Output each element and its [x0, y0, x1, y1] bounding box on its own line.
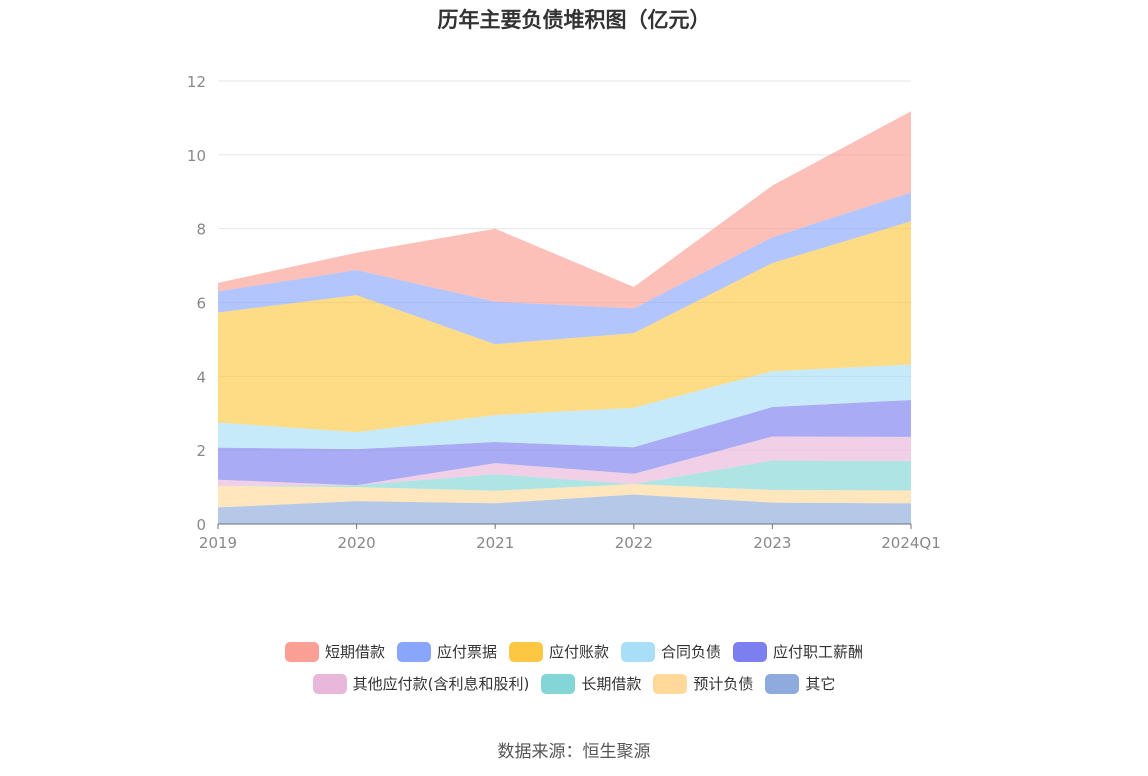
legend-swatch [312, 673, 347, 694]
legend-label: 应付职工薪酬 [773, 643, 864, 661]
area-series-4[interactable] [218, 436, 911, 487]
legend-label: 应付票据 [436, 643, 497, 661]
legend-swatch [284, 641, 319, 662]
area-series-9[interactable] [218, 111, 911, 309]
legend-item[interactable]: 其他应付款(含利息和股利) [312, 673, 530, 694]
legend-label: 长期借款 [581, 675, 642, 693]
legend-label: 合同负债 [661, 643, 722, 661]
y-tick-label: 2 [196, 442, 206, 460]
y-tick-label: 10 [187, 147, 206, 165]
x-tick-label: 2022 [615, 534, 653, 552]
legend-swatch [396, 641, 431, 662]
legend-item[interactable]: 应付票据 [396, 641, 497, 662]
area-series-8[interactable] [218, 192, 911, 345]
y-tick-label: 12 [187, 73, 206, 91]
legend-row-1: 短期借款 应付票据 应付账款 合同负债 应付职工薪酬 [0, 641, 1148, 662]
x-tick-label: 2020 [338, 534, 376, 552]
legend-item[interactable]: 合同负债 [621, 641, 721, 662]
legend-label: 其它 [805, 675, 836, 693]
area-series-7[interactable] [218, 221, 911, 433]
legend-label: 短期借款 [324, 643, 385, 661]
area-series-3[interactable] [218, 460, 911, 491]
legend-label: 预计负债 [693, 675, 754, 693]
legend-label: 应付账款 [548, 643, 609, 661]
y-tick-label: 4 [196, 368, 206, 386]
x-tick-label: 2024Q1 [881, 534, 941, 552]
y-tick-label: 8 [196, 221, 206, 239]
legend-item[interactable]: 长期借款 [541, 673, 641, 694]
axes: 0 2 4 6 8 10 12 2019 2020 2021 2022 2023 2024Q1 [187, 73, 941, 552]
legend-swatch [621, 641, 655, 662]
source-note: 数据来源：恒生聚源 [497, 742, 651, 762]
legend-swatch [765, 673, 800, 694]
area-series-2[interactable] [218, 484, 911, 508]
area-series [218, 111, 911, 524]
area-series-1[interactable] [218, 494, 911, 525]
legend-item[interactable]: 应付职工薪酬 [733, 641, 863, 662]
legend-item[interactable]: 预计负债 [653, 673, 753, 694]
y-tick-label: 0 [196, 516, 206, 534]
y-tick-label: 6 [196, 295, 206, 313]
legend-swatch [653, 673, 688, 694]
chart-title: 历年主要负债堆积图（亿元） [437, 8, 711, 32]
legend-swatch [541, 673, 576, 694]
legend-swatch [508, 641, 543, 662]
area-series-5[interactable] [218, 400, 911, 486]
legend-item[interactable]: 其它 [765, 673, 835, 694]
legend-swatch [733, 641, 768, 662]
x-tick-label: 2023 [753, 534, 791, 552]
legend-label: 其他应付款(含利息和股利) [352, 675, 530, 693]
legend-row-2: 其他应付款(含利息和股利) 长期借款 预计负债 其它 [0, 673, 1148, 694]
x-tick-label: 2021 [476, 534, 514, 552]
x-tick-label: 2019 [199, 534, 237, 552]
legend-item[interactable]: 应付账款 [508, 641, 609, 662]
legend-item[interactable]: 短期借款 [284, 641, 385, 662]
area-series-6[interactable] [218, 364, 911, 450]
